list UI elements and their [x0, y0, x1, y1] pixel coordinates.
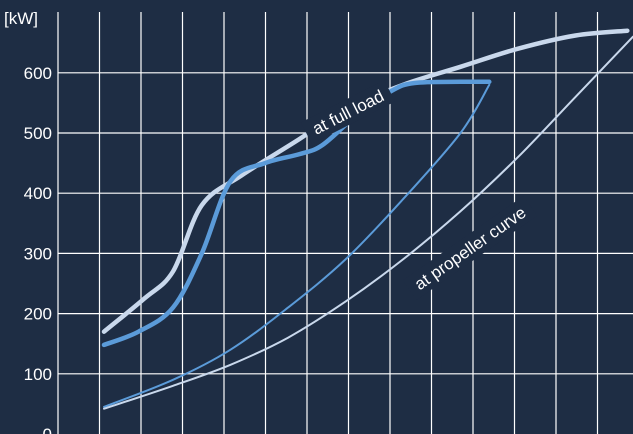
y-axis-label: [kW] — [4, 9, 38, 28]
y-tick-label: 100 — [24, 365, 52, 384]
propeller-curve-line — [103, 35, 633, 410]
y-tick-label: 0 — [43, 425, 52, 434]
y-tick-label: 200 — [24, 305, 52, 324]
y-tick-label: 400 — [24, 184, 52, 203]
y-tick-label: 600 — [24, 64, 52, 83]
annotation: at propeller curve — [402, 195, 538, 301]
propeller-curve-line-blue — [103, 83, 491, 408]
series-lines — [101, 28, 633, 410]
y-tick-label: 500 — [24, 124, 52, 143]
y-tick-label: 300 — [24, 244, 52, 263]
annotation-bg — [300, 80, 396, 144]
annotation-label: at propeller curve — [411, 203, 529, 294]
y-tick-labels: 0 100 200 300 400 500 600 — [24, 64, 52, 434]
annotation-bg — [402, 195, 538, 301]
full-load-line-blue — [101, 79, 492, 348]
grid — [57, 12, 633, 434]
